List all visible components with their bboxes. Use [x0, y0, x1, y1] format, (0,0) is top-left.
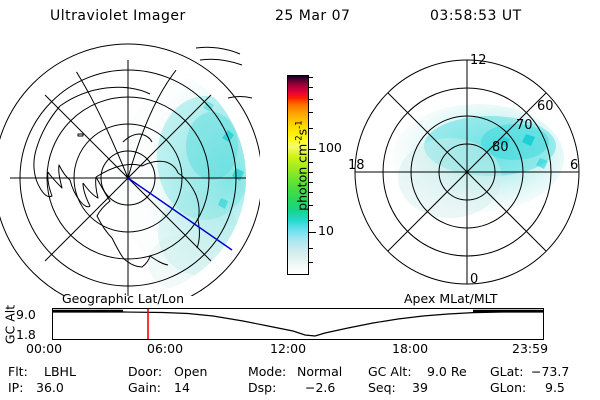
- strip-xtick-0000: 00:00: [26, 341, 63, 356]
- geographic-plot[interactable]: [0, 38, 260, 296]
- colorbar-minor-tick: [309, 128, 313, 129]
- status-footer: Flt: LBHL Door: Open Mode: Normal GC Alt…: [0, 364, 600, 398]
- status-value-flt: LBHL: [44, 364, 76, 379]
- mlat-label-70: 70: [516, 118, 533, 133]
- orbit-altitude-strip[interactable]: GC Alt 9.0 1.8 00:00 06:00 12:00 18:00 2…: [0, 305, 600, 356]
- status-label-seq: Seq:: [368, 380, 396, 395]
- observation-time: 03:58:53 UT: [430, 8, 522, 24]
- colorbar-minor-tick: [309, 162, 313, 163]
- colorbar-major-tick: [309, 149, 316, 150]
- colorbar-minor-tick: [309, 112, 313, 113]
- mlat-label-80: 80: [492, 140, 509, 155]
- strip-xtick-0600: 06:00: [147, 341, 184, 356]
- status-label-glat: GLat:: [490, 364, 524, 379]
- colorbar[interactable]: 100 10 photon cm-2s-1: [258, 50, 342, 300]
- status-value-gcalt: 9.0 Re: [427, 364, 467, 379]
- colorbar-minor-tick: [309, 87, 313, 88]
- mlt-label-6: 6: [570, 158, 578, 173]
- colorbar-tick-label-10: 10: [318, 223, 334, 238]
- colorbar-minor-tick: [309, 182, 313, 183]
- colorbar-axis-label: photon cm-2s-1: [294, 91, 309, 241]
- apex-plot-title: Apex MLat/MLT: [404, 291, 498, 306]
- colorbar-gradient: [288, 76, 308, 274]
- status-value-door: Open: [174, 364, 208, 379]
- mlat-label-60: 60: [537, 99, 554, 114]
- status-value-glat: −73.7: [531, 364, 570, 379]
- coastline-outline: [33, 46, 253, 268]
- longitude-grid: [10, 60, 246, 296]
- status-label-mode: Mode:: [248, 364, 287, 379]
- strip-xtick-1800: 18:00: [392, 341, 429, 356]
- status-value-ip: 36.0: [36, 380, 64, 395]
- mlt-label-12: 12: [470, 53, 487, 68]
- status-value-seq: 39: [412, 380, 428, 395]
- status-label-gain: Gain:: [128, 380, 161, 395]
- status-label-door: Door:: [128, 364, 163, 379]
- status-value-mode: Normal: [297, 364, 343, 379]
- status-label-ip: IP:: [8, 380, 24, 395]
- strip-xtick-1200: 12:00: [270, 341, 307, 356]
- geographic-plot-canvas: [0, 43, 260, 296]
- mlt-label-18: 18: [348, 158, 365, 173]
- strip-plot-area[interactable]: [52, 308, 544, 340]
- status-label-flt: Flt:: [8, 364, 28, 379]
- status-value-dsp: −2.6: [305, 380, 336, 395]
- aurora-emission-region: [392, 104, 564, 218]
- strip-ytick-bottom: 1.8: [16, 327, 36, 342]
- observation-date: 25 Mar 07: [275, 8, 351, 24]
- header-bar: Ultraviolet Imager 25 Mar 07 03:58:53 UT: [0, 6, 600, 30]
- colorbar-minor-tick: [309, 192, 313, 193]
- instrument-title: Ultraviolet Imager: [50, 8, 186, 24]
- apex-plot[interactable]: 12 6 18 0 60 70 80: [330, 38, 600, 296]
- status-value-gain: 14: [174, 380, 190, 395]
- colorbar-minor-tick: [309, 220, 313, 221]
- colorbar-gradient-box: [287, 75, 309, 275]
- colorbar-axis-label-main: photon cm: [294, 143, 310, 211]
- strip-xtick-2359: 23:59: [512, 341, 549, 356]
- colorbar-minor-tick: [309, 248, 313, 249]
- mlt-spokes: [355, 60, 579, 284]
- colorbar-axis-label-exp1: -2: [294, 135, 305, 144]
- terminator-line: [127, 177, 233, 251]
- colorbar-minor-tick: [309, 262, 313, 263]
- colorbar-minor-tick: [309, 205, 313, 206]
- mlt-label-0: 0: [470, 272, 478, 287]
- status-label-glon: GLon:: [490, 380, 527, 395]
- strip-ytick-top: 9.0: [16, 307, 36, 322]
- colorbar-axis-label-mid: s: [294, 128, 310, 136]
- colorbar-tick-label-100: 100: [318, 140, 342, 155]
- altitude-curve: [53, 311, 543, 337]
- colorbar-major-tick: [309, 232, 316, 233]
- altitude-curve-canvas: [53, 309, 543, 339]
- status-label-dsp: Dsp:: [248, 380, 277, 395]
- colorbar-axis-label-exp2: -1: [294, 120, 305, 129]
- geographic-plot-title: Geographic Lat/Lon: [62, 291, 184, 306]
- colorbar-minor-tick: [309, 99, 313, 100]
- status-value-glon: 9.5: [545, 380, 565, 395]
- colorbar-minor-tick: [309, 77, 313, 78]
- colorbar-minor-tick: [309, 172, 313, 173]
- apex-plot-canvas: 12 6 18 0 60 70 80: [348, 53, 580, 287]
- status-label-gcalt: GC Alt:: [368, 364, 412, 379]
